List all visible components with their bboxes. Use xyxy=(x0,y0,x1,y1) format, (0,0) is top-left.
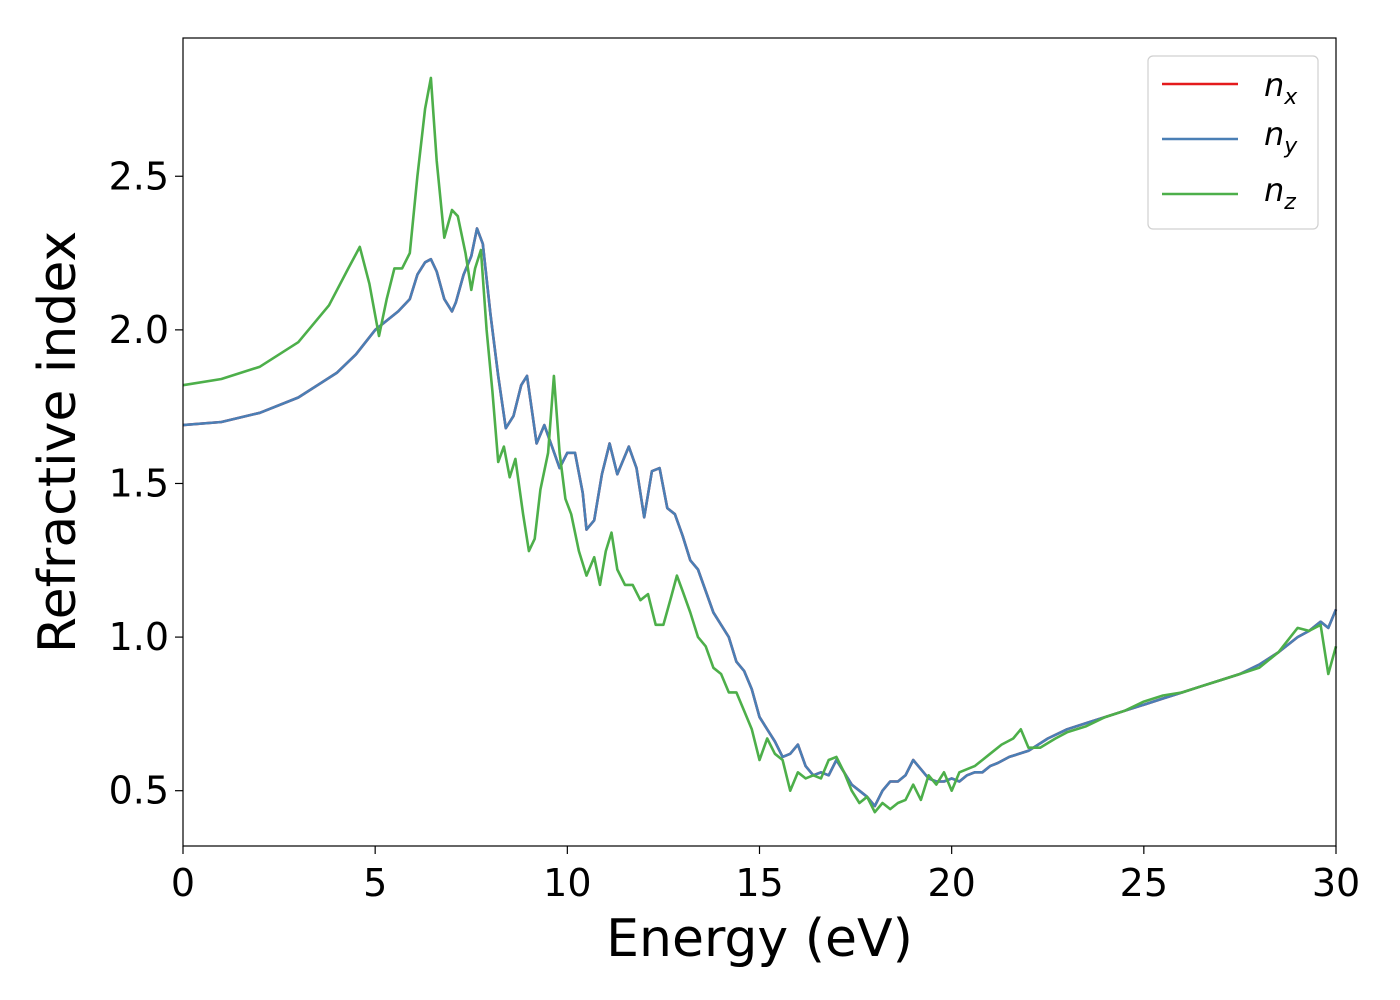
legend-label-nz-base: n xyxy=(1264,171,1284,209)
y-tick-label: 2.0 xyxy=(109,308,169,352)
legend-label-ny-sub: y xyxy=(1283,134,1298,159)
legend-box xyxy=(1147,55,1319,230)
x-tick-label: 5 xyxy=(363,861,387,905)
x-tick-label: 15 xyxy=(735,861,783,905)
y-tick-label: 2.5 xyxy=(109,154,169,198)
legend: nx ny nz xyxy=(1147,55,1319,230)
series-line-ny xyxy=(182,227,1338,808)
y-axis-title: Refractive index xyxy=(28,231,88,653)
x-tick-label: 30 xyxy=(1312,861,1360,905)
x-axis: 0 5 10 15 20 25 30 xyxy=(171,846,1360,905)
legend-label-nx: nx xyxy=(1264,66,1298,110)
legend-label-ny-base: n xyxy=(1264,115,1284,153)
x-axis-title: Energy (eV) xyxy=(606,909,913,969)
x-tick-label: 25 xyxy=(1120,861,1168,905)
x-tick-label: 10 xyxy=(543,861,591,905)
y-tick-label: 1.5 xyxy=(109,461,169,505)
legend-label-ny: ny xyxy=(1264,115,1298,159)
legend-label-nz-sub: z xyxy=(1283,190,1296,215)
y-axis: 0.5 1.0 1.5 2.0 2.5 xyxy=(109,154,183,813)
y-tick-label: 0.5 xyxy=(109,769,169,813)
y-tick-label: 1.0 xyxy=(109,615,169,659)
series-line-nz xyxy=(182,76,1338,814)
x-tick-label: 0 xyxy=(171,861,195,905)
x-tick-label: 20 xyxy=(927,861,975,905)
legend-label-nx-base: n xyxy=(1264,66,1284,104)
legend-label-nx-sub: x xyxy=(1283,85,1298,110)
legend-label-nz: nz xyxy=(1264,171,1296,215)
plot-series-group xyxy=(182,76,1338,814)
